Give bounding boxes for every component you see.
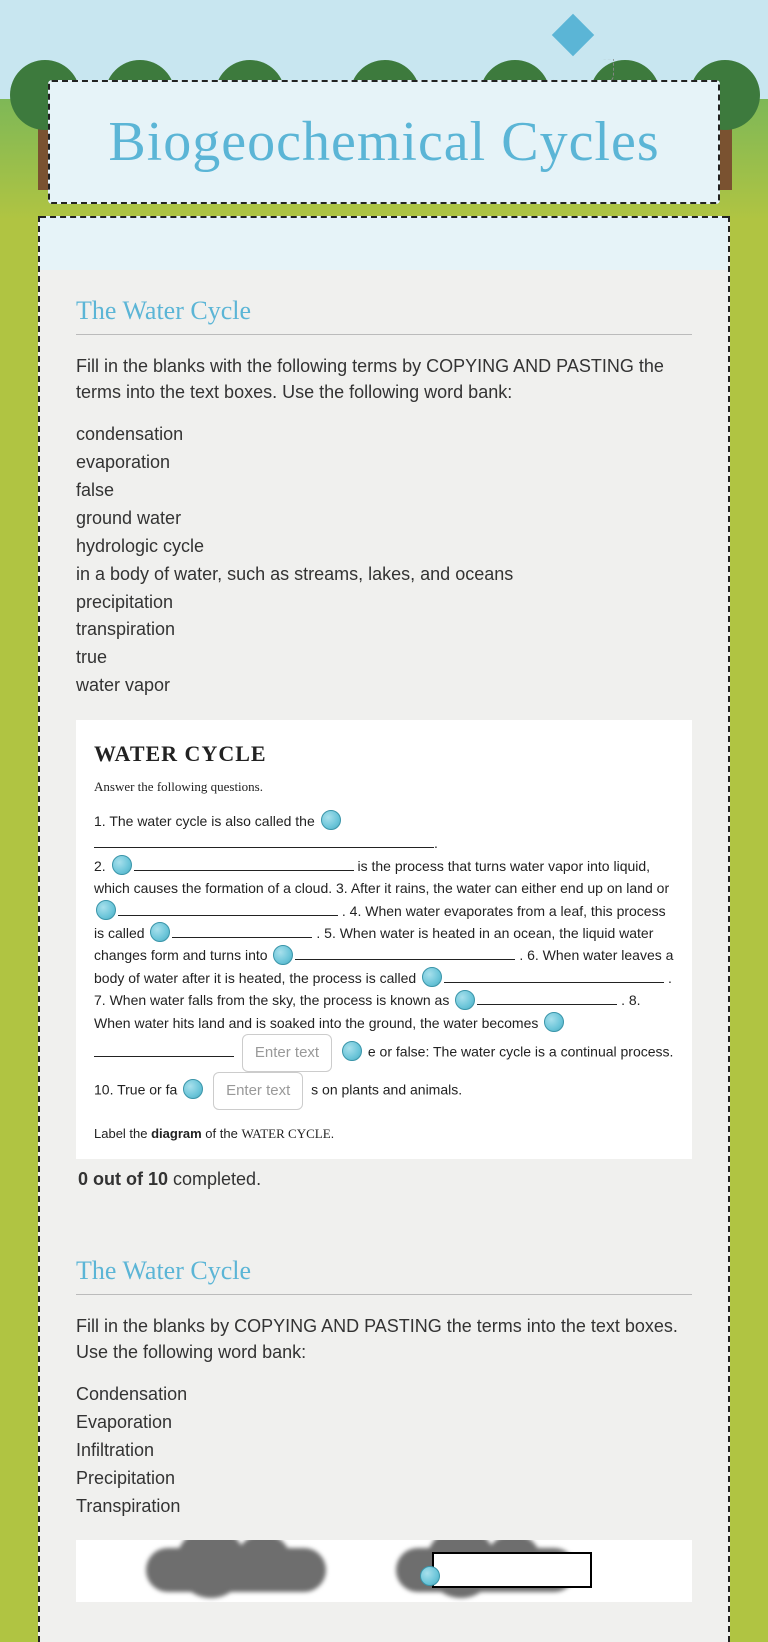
water-cycle-diagram	[76, 1540, 692, 1602]
answer-blank[interactable]	[94, 1043, 234, 1057]
questions-subtitle: Answer the following questions.	[94, 777, 674, 798]
word-bank: condensation evaporation false ground wa…	[76, 421, 692, 700]
word-bank-item: hydrologic cycle	[76, 533, 692, 561]
cloud-icon	[146, 1548, 326, 1592]
word-bank-item: Evaporation	[76, 1409, 692, 1437]
questions-body: 1. The water cycle is also called the . …	[94, 810, 674, 1110]
answer-blank[interactable]	[295, 946, 515, 960]
word-bank-item: Transpiration	[76, 1493, 692, 1521]
answer-blank[interactable]	[477, 991, 617, 1005]
section-water-cycle-2: The Water Cycle Fill in the blanks by CO…	[40, 1230, 728, 1642]
answer-pin-icon[interactable]	[321, 810, 341, 830]
answer-blank[interactable]	[94, 834, 434, 848]
word-bank-item: in a body of water, such as streams, lak…	[76, 561, 692, 589]
questions-title: WATER CYCLE	[94, 736, 674, 771]
answer-pin-icon[interactable]	[455, 990, 475, 1010]
q-text: 1. The water cycle is also called the	[94, 813, 315, 829]
answer-pin-icon[interactable]	[112, 855, 132, 875]
section-water-cycle-1: The Water Cycle Fill in the blanks with …	[40, 270, 728, 1230]
section-heading: The Water Cycle	[76, 1256, 692, 1295]
questions-box: WATER CYCLE Answer the following questio…	[76, 720, 692, 1159]
answer-blank[interactable]	[118, 902, 338, 916]
word-bank-item: Precipitation	[76, 1465, 692, 1493]
answer-blank[interactable]	[134, 857, 354, 871]
instructions-text: Fill in the blanks by COPYING AND PASTIN…	[76, 1313, 692, 1365]
q-text: s on plants and animals.	[311, 1082, 462, 1098]
answer-blank[interactable]	[444, 969, 664, 983]
kite-icon	[552, 14, 594, 56]
progress-count: 0 out of 10	[78, 1169, 168, 1189]
worksheet-container: The Water Cycle Fill in the blanks with …	[38, 216, 730, 1642]
word-bank-item: Condensation	[76, 1381, 692, 1409]
instructions-text: Fill in the blanks with the following te…	[76, 353, 692, 405]
word-bank-item: false	[76, 477, 692, 505]
answer-pin-icon[interactable]	[273, 945, 293, 965]
answer-pin-icon[interactable]	[150, 922, 170, 942]
word-bank-item: ground water	[76, 505, 692, 533]
section-heading: The Water Cycle	[76, 296, 692, 335]
title-card: Biogeochemical Cycles	[48, 80, 720, 204]
answer-pin-icon[interactable]	[183, 1079, 203, 1099]
answer-pin-icon[interactable]	[422, 967, 442, 987]
text-entry-field[interactable]: Enter text	[213, 1072, 303, 1110]
word-bank-item: evaporation	[76, 449, 692, 477]
word-bank-item: water vapor	[76, 672, 692, 700]
word-bank-item: Infiltration	[76, 1437, 692, 1465]
progress-text: 0 out of 10 completed.	[76, 1169, 692, 1190]
word-bank-item: transpiration	[76, 616, 692, 644]
worksheet-header-strip	[40, 216, 728, 270]
page-title: Biogeochemical Cycles	[70, 110, 698, 174]
progress-suffix: completed.	[168, 1169, 261, 1189]
diagram-label-box[interactable]	[432, 1552, 592, 1588]
answer-pin-icon[interactable]	[544, 1012, 564, 1032]
word-bank-item: precipitation	[76, 589, 692, 617]
word-bank-item: true	[76, 644, 692, 672]
answer-pin-icon[interactable]	[342, 1041, 362, 1061]
word-bank: Condensation Evaporation Infiltration Pr…	[76, 1381, 692, 1520]
answer-blank[interactable]	[172, 924, 312, 938]
q-text: 2.	[94, 858, 106, 874]
label-instruction: Label the diagram of the WATER CYCLE.	[94, 1124, 674, 1145]
answer-pin-icon[interactable]	[96, 900, 116, 920]
text-entry-field[interactable]: Enter text	[242, 1034, 332, 1072]
word-bank-item: condensation	[76, 421, 692, 449]
